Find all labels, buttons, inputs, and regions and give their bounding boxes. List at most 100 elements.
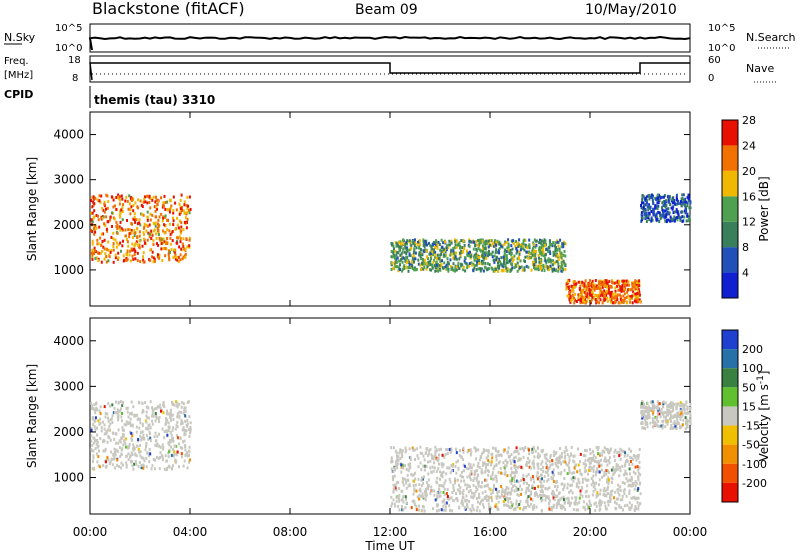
data-cell — [473, 476, 476, 480]
data-cell — [130, 451, 133, 455]
data-cell — [663, 194, 666, 197]
data-cell — [93, 403, 96, 406]
data-cell — [687, 419, 690, 423]
data-cell — [405, 481, 408, 485]
data-cell — [395, 463, 398, 467]
data-cell — [559, 447, 562, 451]
data-cell — [513, 465, 516, 469]
data-cell — [559, 472, 562, 476]
data-cell — [115, 241, 118, 245]
data-cell — [680, 404, 683, 408]
data-cell — [162, 247, 165, 251]
data-cell — [168, 427, 171, 431]
data-cell — [394, 504, 397, 508]
data-cell — [170, 248, 173, 252]
data-cell — [121, 244, 124, 248]
data-cell — [532, 250, 535, 254]
data-cell — [401, 508, 404, 512]
data-cell — [530, 256, 533, 259]
data-cell — [504, 489, 507, 493]
data-cell — [142, 255, 145, 259]
data-cell — [635, 300, 638, 304]
data-cell — [504, 248, 507, 252]
data-cell — [623, 504, 626, 508]
data-cell — [141, 410, 144, 414]
data-cell — [156, 207, 158, 211]
data-cell — [392, 483, 395, 487]
data-cell — [438, 462, 440, 466]
data-cell — [104, 411, 107, 415]
data-cell — [550, 506, 553, 510]
data-cell — [390, 467, 393, 471]
data-cell — [392, 498, 395, 502]
data-cell — [538, 249, 541, 253]
data-cell — [533, 238, 536, 242]
data-cell — [679, 200, 682, 204]
data-cell — [101, 206, 104, 210]
data-cell — [164, 254, 167, 258]
data-cell — [438, 491, 441, 495]
data-cell — [147, 231, 150, 235]
data-cell — [620, 286, 623, 290]
data-cell — [460, 239, 463, 242]
data-cell — [431, 243, 434, 246]
data-cell — [574, 476, 577, 480]
data-cell — [548, 507, 551, 511]
data-cell — [535, 243, 538, 247]
data-cell — [114, 411, 117, 415]
data-cell — [444, 502, 447, 506]
data-cell — [603, 501, 606, 505]
data-cell — [117, 226, 120, 230]
data-cell — [169, 410, 172, 414]
data-cell — [147, 406, 150, 410]
data-cell — [650, 216, 653, 220]
data-cell — [525, 500, 528, 504]
data-cell — [164, 246, 167, 250]
data-cell — [398, 494, 401, 498]
data-cell — [439, 248, 442, 252]
data-cell — [513, 266, 516, 270]
data-cell — [473, 253, 476, 257]
data-cell — [147, 452, 150, 456]
data-cell — [523, 266, 526, 270]
data-cell — [459, 246, 462, 250]
data-cell — [481, 262, 484, 266]
data-cell — [425, 241, 427, 245]
data-cell — [449, 508, 451, 512]
data-cell — [121, 218, 124, 222]
data-cell — [557, 465, 560, 469]
data-cell — [536, 495, 539, 498]
data-cell — [152, 195, 155, 199]
data-cell — [481, 481, 484, 484]
data-cell — [176, 415, 179, 419]
data-cell — [575, 463, 578, 467]
data-cell — [618, 450, 621, 454]
data-cell — [600, 458, 602, 462]
data-cell — [469, 489, 472, 492]
data-cell — [683, 200, 686, 204]
data-cell — [448, 243, 451, 247]
data-cell — [547, 260, 550, 264]
data-cell — [686, 195, 689, 199]
data-cell — [674, 424, 677, 428]
data-cell — [118, 225, 121, 229]
data-cell — [682, 407, 685, 411]
data-cell — [499, 495, 502, 499]
data-cell — [482, 269, 485, 273]
data-cell — [520, 465, 523, 469]
data-cell — [417, 508, 420, 512]
data-cell — [517, 245, 520, 249]
data-cell — [666, 408, 669, 412]
data-cell — [533, 257, 536, 261]
data-cell — [114, 432, 117, 436]
data-cell — [442, 253, 445, 257]
data-cell — [511, 259, 514, 263]
data-cell — [448, 497, 451, 501]
data-cell — [646, 214, 649, 218]
data-cell — [679, 412, 682, 416]
data-cell — [676, 418, 679, 422]
data-cell — [602, 450, 605, 454]
data-cell — [665, 207, 668, 211]
data-cell — [457, 264, 459, 268]
data-cell — [506, 268, 509, 272]
